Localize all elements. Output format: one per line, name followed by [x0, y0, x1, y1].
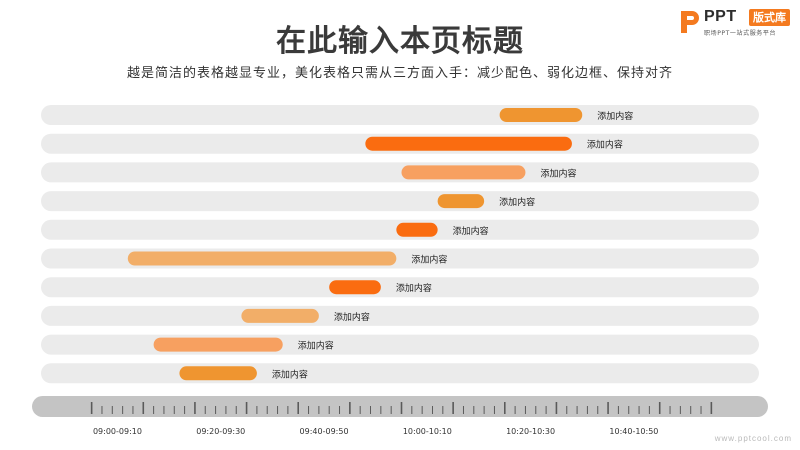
task-bar	[437, 194, 485, 209]
task-label: 添加内容	[298, 340, 334, 352]
axis-tick-label: 10:00-10:10	[403, 427, 452, 436]
axis-tick-label: 09:20-09:30	[196, 427, 245, 436]
task-label: 添加内容	[396, 282, 432, 294]
task-label: 添加内容	[334, 311, 370, 323]
logo-brand-text: PPT	[704, 8, 737, 25]
task-bar	[329, 280, 381, 295]
row-track	[41, 105, 759, 125]
watermark: www.pptcool.com	[714, 434, 792, 443]
task-bar	[365, 136, 572, 151]
logo-tagline: 职场PPT一站式服务平台	[704, 30, 777, 37]
task-label: 添加内容	[540, 167, 576, 179]
task-bar	[401, 165, 526, 180]
task-label: 添加内容	[272, 368, 308, 380]
task-label: 添加内容	[453, 225, 489, 237]
task-label: 添加内容	[411, 254, 447, 266]
row-track	[41, 277, 759, 298]
row-track	[41, 305, 759, 326]
axis-tick-label: 09:00-09:10	[93, 427, 142, 436]
task-bar	[179, 366, 257, 381]
page-subtitle: 越是简洁的表格越显专业，美化表格只需从三方面入手：减少配色、弱化边框、保持对齐	[126, 66, 673, 81]
ppt-logo-icon	[681, 11, 699, 33]
row-track	[41, 162, 759, 183]
task-label: 添加内容	[597, 110, 633, 122]
task-bar	[127, 251, 397, 266]
brand-logo[interactable]: PPT 版式库 职场PPT一站式服务平台	[679, 8, 794, 38]
axis-tick-label: 10:20-10:30	[506, 427, 555, 436]
logo-badge: 版式库	[749, 9, 790, 26]
row-track	[41, 191, 759, 212]
row-track	[41, 334, 759, 355]
task-bar	[153, 337, 283, 352]
task-bar	[396, 222, 438, 237]
time-axis-bar	[32, 396, 768, 417]
task-label: 添加内容	[587, 139, 623, 151]
task-label: 添加内容	[499, 196, 535, 208]
page-title: 在此输入本页标题	[276, 24, 524, 59]
axis-tick-label: 09:40-09:50	[300, 427, 349, 436]
axis-tick-label: 10:40-10:50	[609, 427, 658, 436]
task-bar	[499, 108, 583, 122]
row-track	[41, 363, 759, 384]
task-bar	[241, 308, 319, 323]
